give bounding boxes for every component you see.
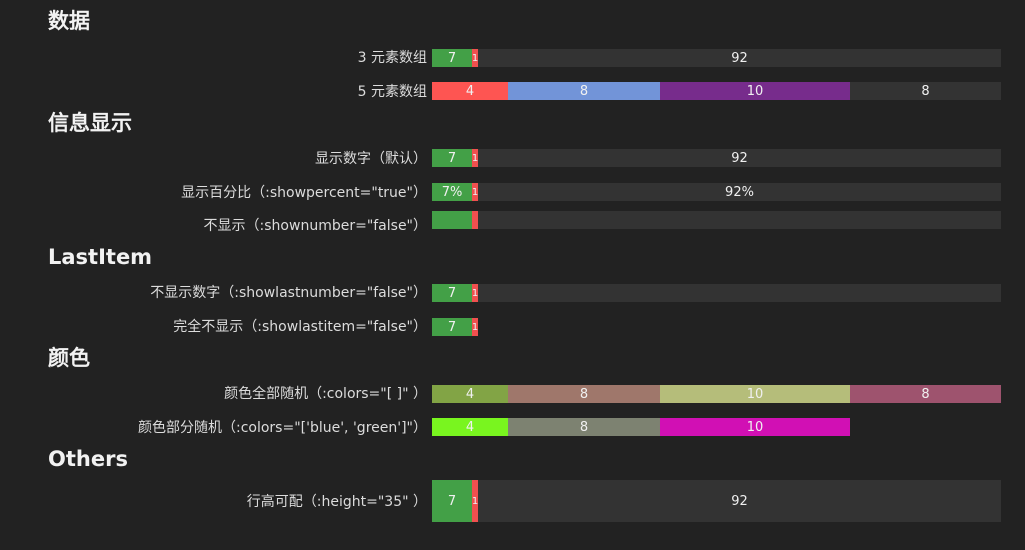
bar-segment: 8: [850, 385, 1001, 403]
bar-segment: 7: [432, 318, 472, 336]
progress-bar-colors-random: 4 8 10 8: [432, 385, 1001, 403]
bar-segment: 1: [472, 183, 478, 201]
bar-segment: 8: [850, 82, 1001, 100]
progress-bar-3-element: 7 1 92: [432, 49, 1001, 67]
row-label-hide-last-number: 不显示数字（:showlastnumber="false"）: [150, 285, 427, 301]
bar-segment: 92: [478, 49, 1001, 67]
bar-segment: 92: [478, 480, 1001, 522]
bar-segment: 7: [432, 49, 472, 67]
bar-segment: [850, 418, 1001, 436]
bar-segment: 8: [508, 82, 660, 100]
bar-segment: 1: [472, 149, 478, 167]
progress-bar-5-element: 4 8 10 8: [432, 82, 1001, 100]
bar-segment: 92%: [478, 183, 1001, 201]
row-label-colors-partial: 颜色部分随机（:colors="['blue', 'green']"）: [137, 420, 427, 436]
bar-segment: 10: [660, 385, 850, 403]
section-title-lastitem: LastItem: [48, 245, 153, 269]
bar-segment: [478, 318, 1001, 336]
bar-segment: [472, 211, 478, 229]
bar-segment: 4: [432, 418, 508, 436]
section-title-others: Others: [48, 447, 128, 471]
bar-segment: 7: [432, 284, 472, 302]
bar-segment: 7%: [432, 183, 472, 201]
row-label-colors-random: 颜色全部随机（:colors="[ ]" ）: [224, 386, 427, 402]
bar-segment: 8: [508, 385, 660, 403]
progress-bar-colors-partial: 4 8 10: [432, 418, 1001, 436]
bar-segment: [478, 284, 1001, 302]
bar-segment: [478, 211, 1001, 229]
bar-segment: 7: [432, 480, 472, 522]
row-label-hide-number: 不显示（:shownumber="false"）: [203, 218, 427, 234]
bar-segment: 1: [472, 318, 478, 336]
progress-bar-show-percent: 7% 1 92%: [432, 183, 1001, 201]
progress-bar-hide-number: [432, 211, 1001, 229]
section-title-info-display: 信息显示: [48, 111, 132, 135]
row-label-show-number: 显示数字（默认）: [315, 151, 427, 167]
row-label-hide-last-item: 完全不显示（:showlastitem="false"）: [173, 319, 427, 335]
bar-segment: 1: [472, 284, 478, 302]
bar-segment: 1: [472, 49, 478, 67]
bar-segment: 10: [660, 82, 850, 100]
bar-segment: 7: [432, 149, 472, 167]
bar-segment: [432, 211, 472, 229]
row-label-height: 行高可配（:height="35" ）: [246, 494, 427, 510]
bar-segment: 1: [472, 480, 478, 522]
bar-segment: 10: [660, 418, 850, 436]
section-title-colors: 颜色: [48, 346, 90, 370]
row-label-5-element: 5 元素数组: [357, 84, 427, 100]
row-label-show-percent: 显示百分比（:showpercent="true"）: [181, 185, 427, 201]
section-title-data: 数据: [48, 9, 90, 33]
bar-segment: 8: [508, 418, 660, 436]
row-label-3-element: 3 元素数组: [357, 50, 427, 66]
bar-segment: 4: [432, 385, 508, 403]
progress-bar-show-number: 7 1 92: [432, 149, 1001, 167]
bar-segment: 4: [432, 82, 508, 100]
bar-segment: 92: [478, 149, 1001, 167]
progress-bar-height: 7 1 92: [432, 480, 1001, 522]
